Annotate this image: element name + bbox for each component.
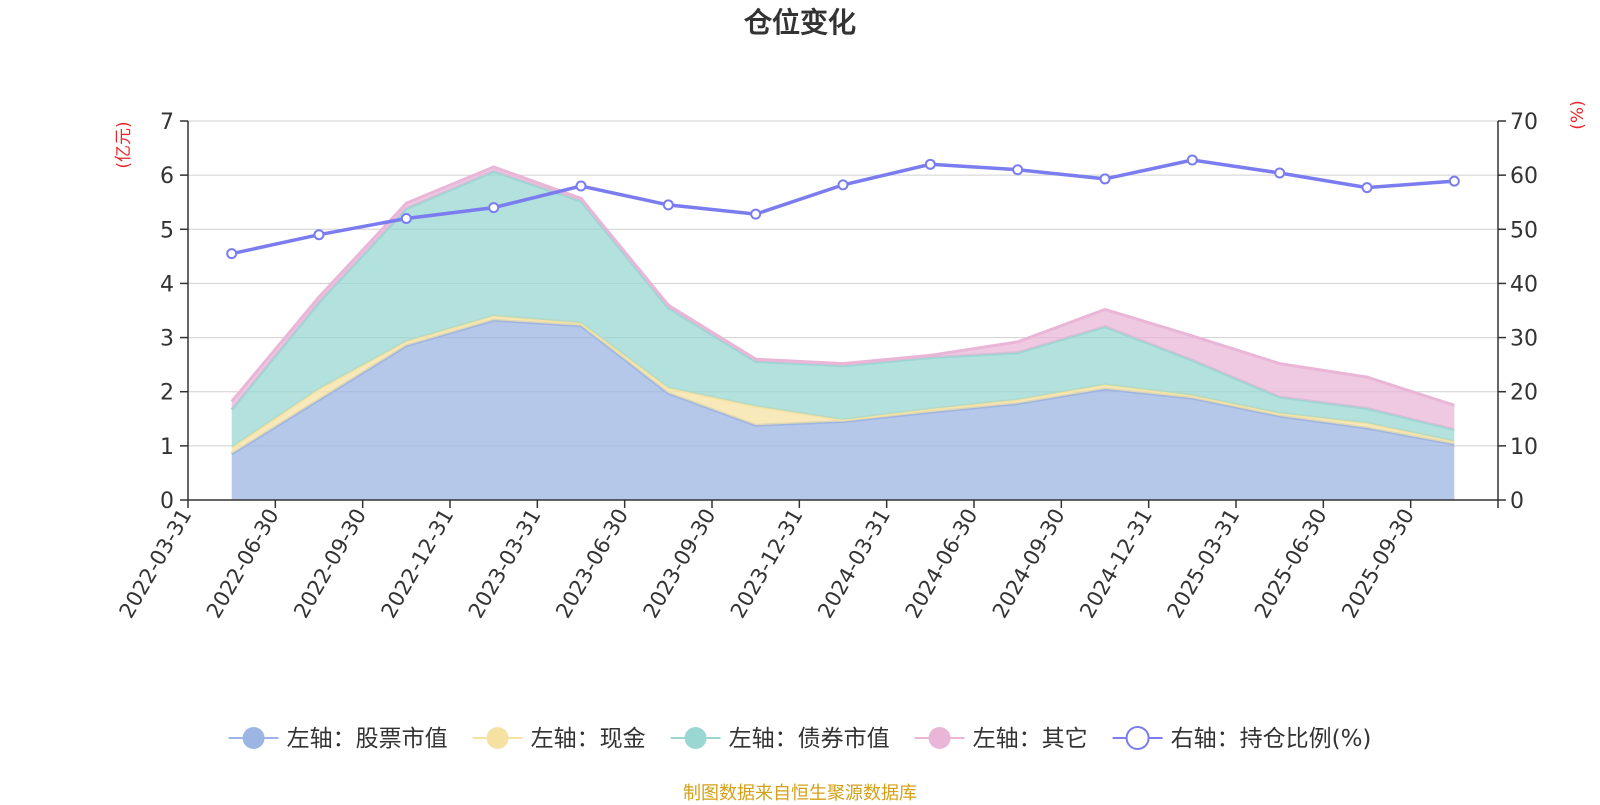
- ratio-point: [1186, 154, 1198, 166]
- area-series-0: [231, 320, 1455, 500]
- ratio-point: [1099, 173, 1111, 185]
- area-layer: [230, 165, 1455, 500]
- x-tick-label: 2023-06-30: [551, 505, 633, 623]
- legend-label: 右轴：持仓比例(%): [1171, 726, 1372, 752]
- x-tick-label: 2024-12-31: [1075, 505, 1157, 623]
- x-tick-label: 2024-03-31: [813, 505, 895, 623]
- legend-label: 左轴：其它: [973, 726, 1088, 752]
- left-tick-label: 4: [160, 272, 174, 297]
- right-tick-label: 20: [1510, 381, 1538, 406]
- x-tick-label: 2022-12-31: [377, 505, 459, 623]
- x-tick-label: 2024-09-30: [988, 505, 1070, 623]
- right-tick-label: 40: [1510, 272, 1538, 297]
- legend-label: 左轴：债券市值: [729, 726, 890, 752]
- ratio-point: [1012, 164, 1024, 176]
- ratio-point: [488, 202, 500, 214]
- legend-dot: [684, 727, 707, 749]
- ratio-point: [1361, 182, 1373, 194]
- left-tick-label: 1: [160, 435, 174, 460]
- area-edge-3: [230, 165, 1455, 407]
- area-series-2: [231, 171, 1455, 448]
- source-note: 制图数据来自恒生聚源数据库: [683, 783, 917, 804]
- x-tick-label: 2023-09-30: [639, 505, 721, 623]
- x-tick-label: 2022-06-30: [202, 505, 284, 623]
- right-tick-label: 70: [1510, 110, 1538, 135]
- left-tick-label: 2: [160, 381, 174, 406]
- ratio-point: [575, 180, 587, 192]
- right-tick-label: 60: [1510, 164, 1538, 189]
- ratio-point: [226, 248, 238, 260]
- line-layer: [226, 154, 1460, 260]
- x-tick-label: 2023-03-31: [464, 505, 546, 623]
- ratio-point: [1274, 167, 1286, 179]
- ratio-point: [1448, 175, 1460, 187]
- left-tick-label: 5: [160, 218, 174, 243]
- ratio-point: [837, 179, 849, 191]
- legend-dot: [242, 727, 265, 749]
- right-tick-label: 50: [1510, 218, 1538, 243]
- left-tick-label: 3: [160, 327, 174, 352]
- left-tick-label: 7: [160, 110, 174, 135]
- legend-label: 左轴：现金: [531, 726, 646, 752]
- left-tick-label: 0: [160, 489, 174, 514]
- area-series-3: [231, 167, 1455, 430]
- ratio-point: [750, 208, 762, 220]
- legend-dot: [928, 727, 951, 749]
- right-tick-label: 30: [1510, 327, 1538, 352]
- x-tick-label: 2022-03-31: [115, 505, 197, 623]
- left-axis-unit: (亿元): [114, 121, 134, 168]
- ratio-point: [662, 199, 674, 211]
- x-tick-label: 2025-03-31: [1163, 505, 1245, 623]
- legend-dot: [486, 727, 509, 749]
- x-tick-label: 2022-09-30: [289, 505, 371, 623]
- ratio-point: [313, 229, 325, 241]
- legend: 左轴：股票市值 左轴：现金 左轴：债券市值 左轴：其它 右轴：持仓比例(%): [228, 726, 1372, 752]
- x-tick-label: 2025-09-30: [1337, 505, 1419, 623]
- ratio-point: [924, 158, 936, 170]
- legend-label: 左轴：股票市值: [287, 726, 448, 752]
- left-tick-label: 6: [160, 164, 174, 189]
- x-tick-label: 2024-06-30: [901, 505, 983, 623]
- right-axis-unit: (%): [1568, 100, 1588, 129]
- chart-title: 仓位变化: [744, 6, 856, 39]
- x-tick-label: 2023-12-31: [726, 505, 808, 623]
- x-tick-label: 2025-06-30: [1250, 505, 1332, 623]
- right-tick-label: 10: [1510, 435, 1538, 460]
- right-tick-label: 0: [1510, 489, 1524, 514]
- ratio-point: [400, 212, 412, 224]
- legend-dot: [1125, 726, 1150, 750]
